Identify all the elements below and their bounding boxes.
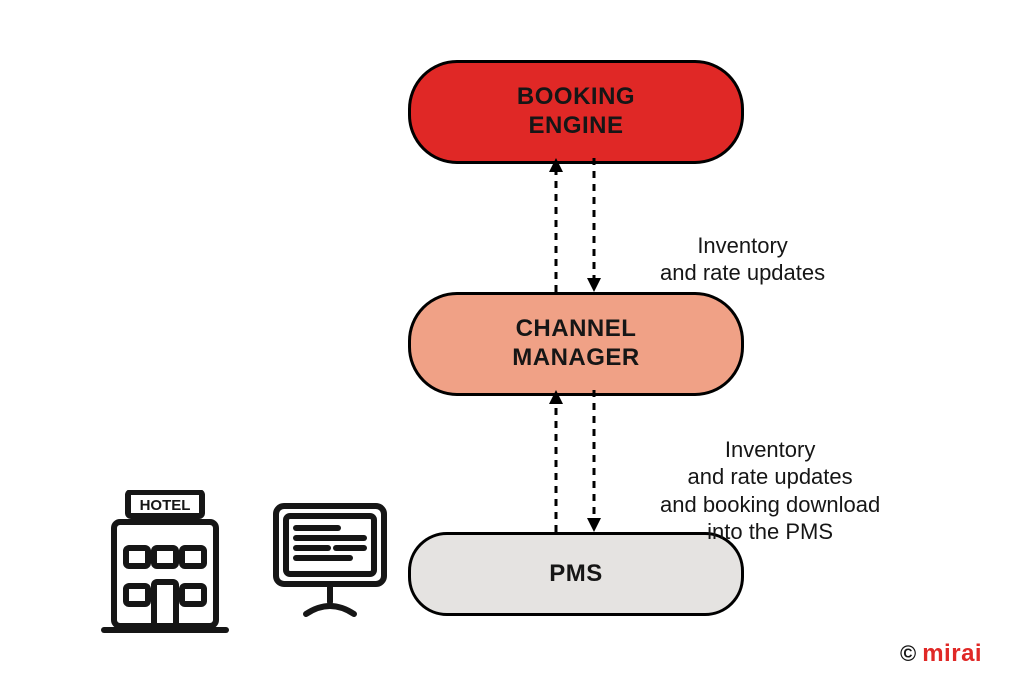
arrowhead-cm-pms-down bbox=[587, 518, 601, 532]
node-pms-label: PMS bbox=[549, 560, 603, 589]
edge-label-top-text: Inventory and rate updates bbox=[660, 233, 825, 286]
edge-label-top: Inventory and rate updates bbox=[660, 204, 825, 287]
edge-label-bottom-text: Inventory and rate updates and booking d… bbox=[660, 437, 880, 545]
arrowhead-be-cm-down bbox=[587, 278, 601, 292]
copyright-icon: © bbox=[900, 641, 916, 667]
brand-name: mirai bbox=[922, 640, 982, 668]
hotel-icon-label: HOTEL bbox=[140, 497, 191, 514]
hotel-icon: HOTEL bbox=[100, 490, 230, 635]
edge-label-bottom: Inventory and rate updates and booking d… bbox=[660, 408, 880, 546]
node-booking-engine-label: BOOKING ENGINE bbox=[517, 83, 635, 141]
node-booking-engine: BOOKING ENGINE bbox=[408, 60, 744, 164]
computer-icon bbox=[270, 502, 390, 620]
brand: © mirai bbox=[900, 640, 982, 668]
node-channel-manager: CHANNEL MANAGER bbox=[408, 292, 744, 396]
node-channel-manager-label: CHANNEL MANAGER bbox=[512, 315, 640, 373]
